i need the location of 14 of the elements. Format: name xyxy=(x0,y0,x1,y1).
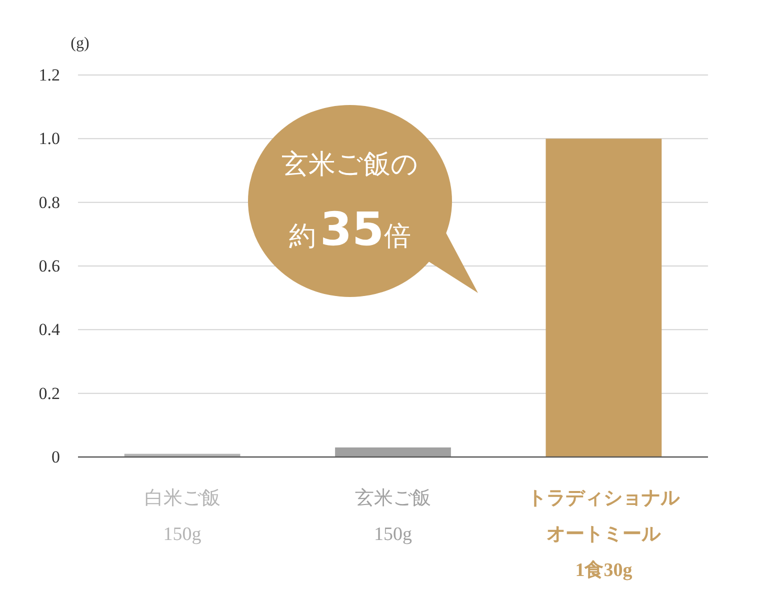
y-axis-title: (g) xyxy=(70,35,90,52)
annotation: 玄米ご飯の xyxy=(282,149,418,180)
y-tick-label: 0.2 xyxy=(38,384,60,403)
bar xyxy=(546,138,662,457)
x-tick-label: トラディショナルオートミール1食30g xyxy=(528,488,681,581)
y-tick-label: 0.8 xyxy=(38,192,60,212)
x-tick-label: 白米ご飯150g xyxy=(144,488,220,545)
x-tick-label: 玄米ご飯150g xyxy=(355,487,431,545)
y-tick-label: 1.2 xyxy=(38,65,60,84)
bar xyxy=(335,447,451,457)
y-tick-label: 0.6 xyxy=(38,256,60,276)
y-tick-label: 1.0 xyxy=(38,129,60,148)
y-tick-label: 0 xyxy=(52,447,60,466)
y-tick-label: 0.4 xyxy=(38,320,60,340)
